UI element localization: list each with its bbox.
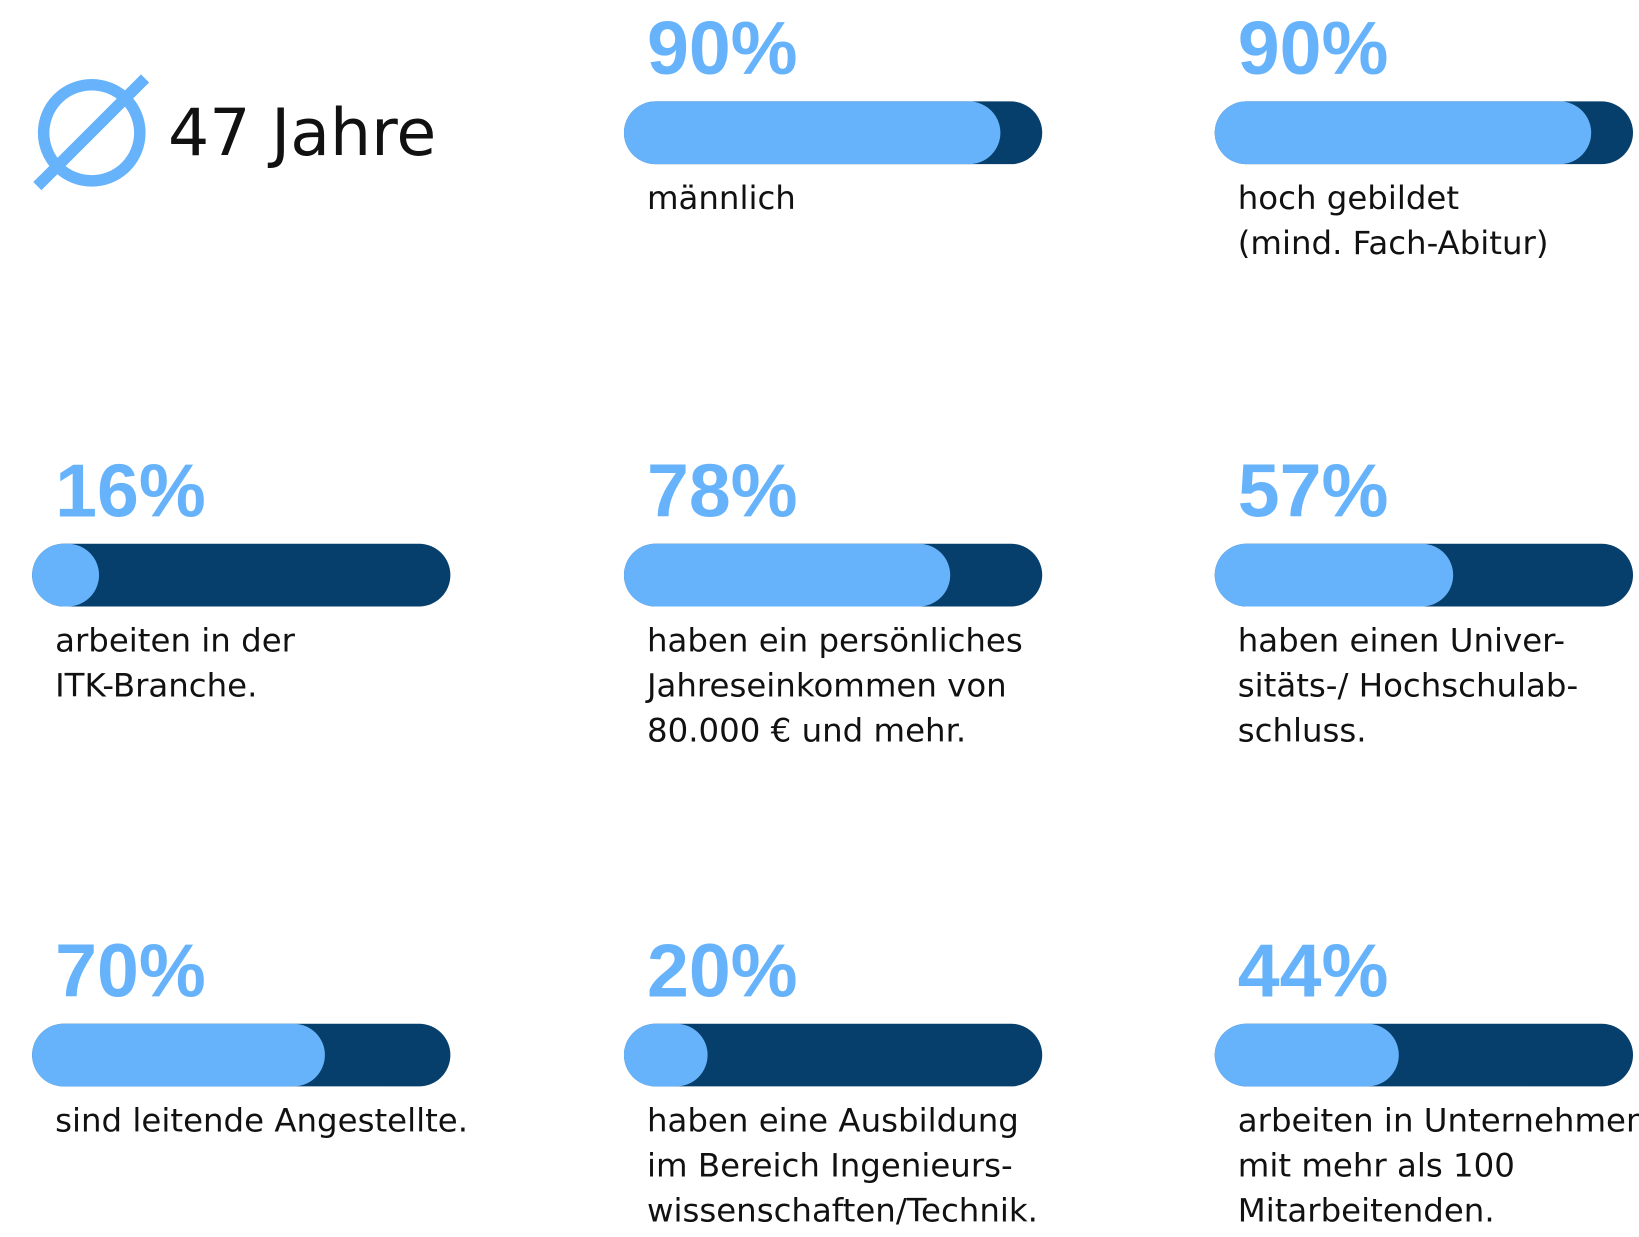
stat-description: (mind. Fach-Abitur): [1238, 224, 1549, 262]
diameter-slash: [33, 74, 150, 191]
stat-description: schluss.: [1238, 711, 1367, 749]
average-age: 47 Jahre: [168, 96, 436, 171]
stat-description: arbeiten in der: [55, 621, 296, 659]
stat-description: sind leitende Angestellte.: [55, 1101, 468, 1139]
stat-description: Jahreseinkommen von: [645, 666, 1007, 704]
stat-description: sitäts-/ Hochschulab-: [1238, 666, 1578, 704]
stat-value: 78%: [647, 449, 798, 533]
average-icon: [33, 74, 150, 191]
stat-value: 90%: [647, 6, 798, 90]
bar-track: [623, 1023, 1043, 1087]
bar-fill: [32, 543, 100, 607]
bar-fill: [623, 1023, 708, 1087]
stat-description: arbeiten in Unternehmen: [1238, 1101, 1639, 1139]
bar-track: [32, 543, 451, 607]
stat-description: haben eine Ausbildung: [647, 1101, 1019, 1139]
stat-description: wissenschaften/Technik.: [647, 1191, 1038, 1229]
stat-description: 80.000 € und mehr.: [647, 711, 966, 749]
stat-description: im Bereich Ingenieurs-: [647, 1146, 1013, 1184]
bar-fill: [32, 1023, 325, 1087]
bar-fill: [1214, 1023, 1399, 1087]
bar-fill: [623, 543, 951, 607]
stat-value: 20%: [647, 929, 798, 1013]
bar-fill: [1214, 543, 1454, 607]
stat-description: haben einen Univer-: [1238, 621, 1565, 659]
stat-description: Mitarbeitenden.: [1238, 1191, 1495, 1229]
stat-description: männlich: [647, 179, 796, 217]
stat-value: 44%: [1238, 929, 1389, 1013]
stat-description: haben ein persönliches: [647, 621, 1023, 659]
stat-value: 90%: [1238, 6, 1389, 90]
bar-fill: [1214, 101, 1592, 165]
diameter-circle: [37, 78, 146, 187]
stat-value: 70%: [55, 929, 206, 1013]
stat-description: hoch gebildet: [1238, 179, 1459, 217]
stat-description: mit mehr als 100: [1238, 1146, 1515, 1184]
stat-value: 16%: [55, 449, 206, 533]
bar-fill: [623, 101, 1001, 165]
stat-value: 57%: [1238, 449, 1389, 533]
stat-description: ITK-Branche.: [55, 666, 257, 704]
